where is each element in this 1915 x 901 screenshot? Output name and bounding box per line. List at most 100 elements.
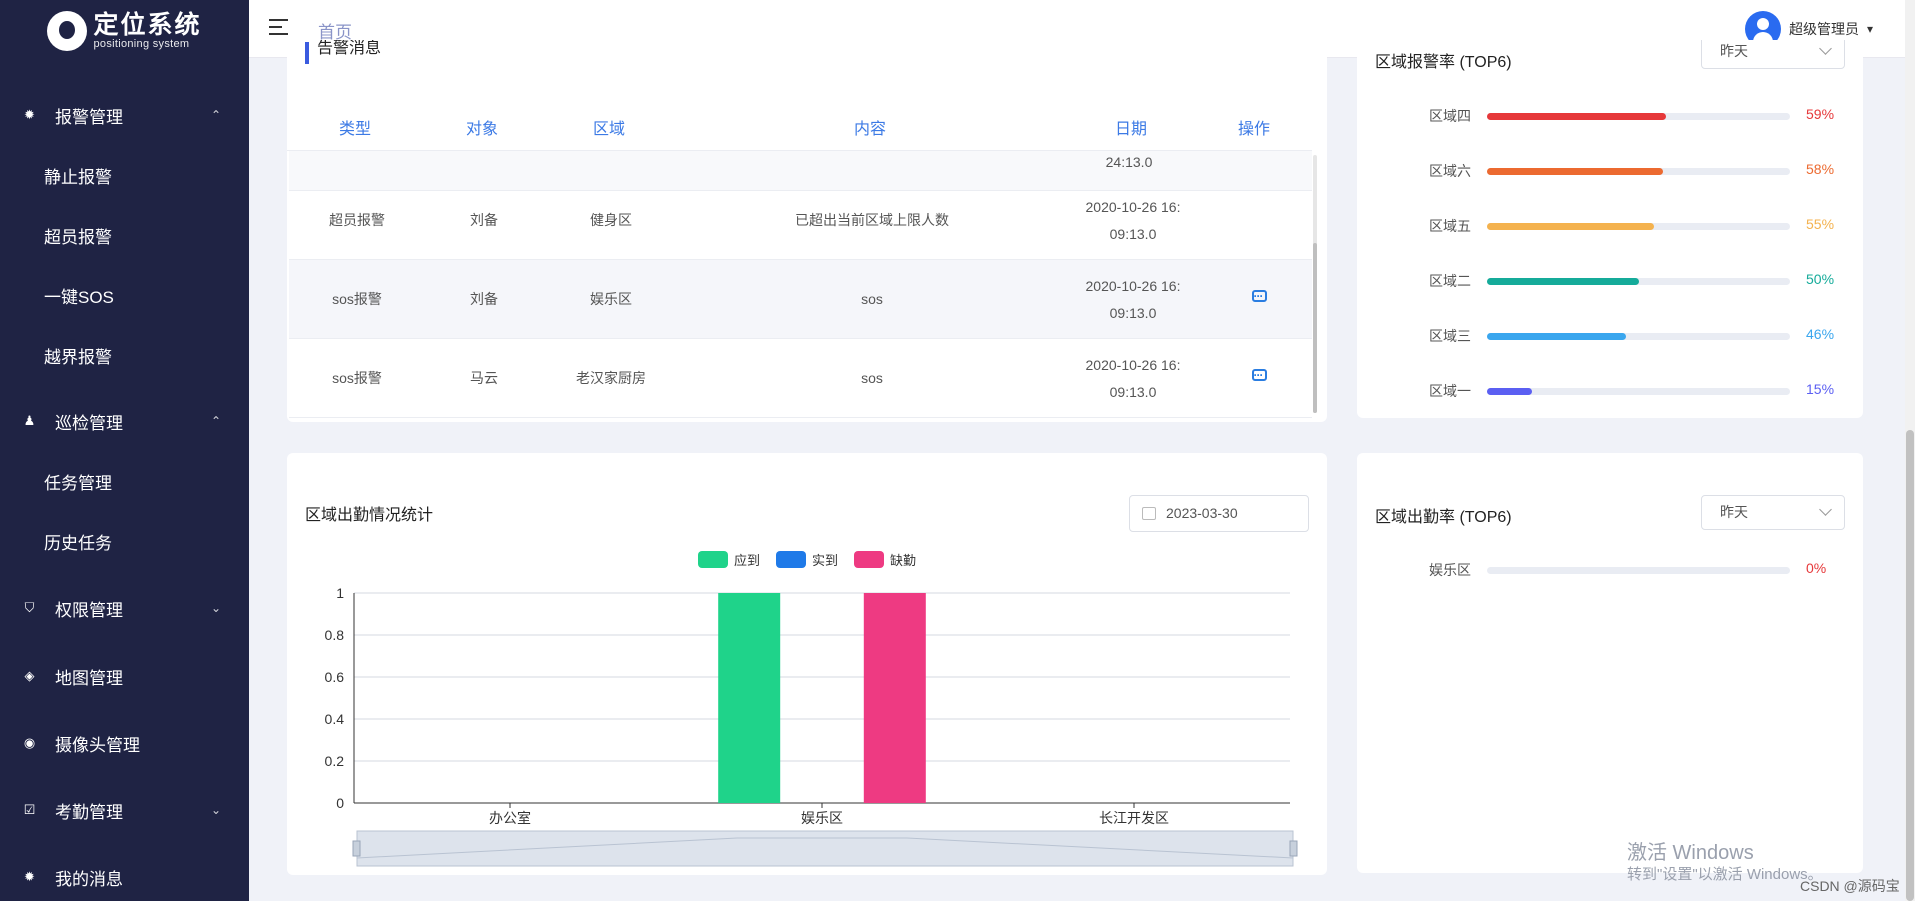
- menu-permission-management[interactable]: ⛉ 权限管理 ⌄: [0, 588, 249, 628]
- alarm-rate-card: 区域报警率 (TOP6) 昨天 区域四 59% 区域六 58% 区域五 55% 区域二 50%…: [1357, 40, 1863, 418]
- menu-item-history-task[interactable]: 历史任务: [44, 534, 112, 553]
- y-tick-label: 1: [336, 585, 344, 601]
- message-icon: ✹: [24, 869, 35, 884]
- legend-swatch: [854, 551, 884, 568]
- rank-label: 区域三: [1429, 328, 1471, 344]
- rank-track: [1487, 168, 1790, 175]
- y-tick-label: 0.2: [325, 753, 345, 769]
- menu-camera-management[interactable]: ◉ 摄像头管理: [23, 735, 140, 755]
- rank-value: 55%: [1806, 216, 1835, 232]
- chevron-up-icon: ⌃: [210, 108, 221, 122]
- x-tick-label: 长江开发区: [1099, 810, 1169, 826]
- logo: 定位系统 positioning system: [0, 0, 249, 62]
- camera-icon: ◉: [23, 735, 36, 750]
- chevron-up-icon: ⌃: [210, 414, 221, 428]
- attendance-rate-title: 区域出勤率 (TOP6): [1375, 509, 1512, 526]
- app-subtitle: positioning system: [93, 38, 190, 50]
- alarm-rate-title: 区域报警率 (TOP6): [1375, 54, 1512, 71]
- menu-my-messages[interactable]: ✹ 我的消息: [0, 857, 249, 897]
- rank-item: 区域一 15%: [1357, 381, 1863, 401]
- rank-track: [1487, 278, 1790, 285]
- app-title: 定位系统: [93, 11, 202, 39]
- legend-label: 缺勤: [890, 553, 917, 568]
- caret-down-icon: ▾: [1866, 22, 1873, 36]
- rank-item: 区域三 46%: [1357, 326, 1863, 346]
- legend-item[interactable]: 应到: [698, 550, 760, 569]
- chevron-down-icon: ⌄: [210, 601, 221, 615]
- table-row: 超员报警 刘备 健身区 已超出当前区域上限人数 2020-10-26 16: 0…: [289, 181, 1312, 260]
- user-name: 超级管理员: [1788, 21, 1859, 37]
- col-target: 对象: [465, 121, 498, 138]
- user-menu[interactable]: 超级管理员 ▾: [1744, 11, 1873, 47]
- sidebar: 定位系统 positioning system ✹ 报警管理 ⌃ 静止报警 超员…: [0, 0, 249, 901]
- alarm-light-icon: ✹: [24, 107, 35, 122]
- rank-label: 区域六: [1429, 163, 1471, 179]
- attendance-rate-card: 区域出勤率 (TOP6) 昨天 娱乐区 0%: [1357, 453, 1863, 873]
- rank-value: 50%: [1806, 271, 1835, 287]
- chevron-down-icon: [1819, 42, 1832, 55]
- menu-alarm-management[interactable]: ✹ 报警管理 ⌃: [0, 95, 249, 135]
- rank-item: 区域五 55%: [1357, 216, 1863, 236]
- rank-fill: [1487, 113, 1666, 120]
- alarm-rate-period-select[interactable]: 昨天: [1701, 40, 1845, 69]
- y-tick-label: 0.6: [325, 669, 345, 685]
- table-row: sos报警 刘备 娱乐区 sos 2020-10-26 16: 09:13.0: [289, 260, 1312, 339]
- attendance-bar-chart: 0 0.2 0.4 0.6 0.8 1 办公室 娱乐区 长江开发区: [325, 585, 1298, 867]
- zoom-handle-right: [1289, 840, 1298, 857]
- alarm-title: 告警消息: [305, 41, 381, 64]
- menu-map-management[interactable]: ◈ 地图管理: [0, 656, 249, 696]
- calendar-icon: [1142, 507, 1156, 520]
- chevron-down-icon: [1819, 503, 1832, 516]
- map-icon: ◈: [24, 668, 35, 683]
- menu-item-sos[interactable]: 一键SOS: [44, 288, 114, 307]
- rank-fill: [1487, 333, 1627, 340]
- menu-item-boundary-alarm[interactable]: 越界报警: [44, 348, 112, 367]
- breadcrumb[interactable]: 首页: [318, 23, 352, 42]
- patrol-user-icon: ♟: [23, 413, 36, 428]
- message-action-icon[interactable]: [1251, 362, 1267, 389]
- rank-fill: [1487, 168, 1663, 175]
- chevron-down-icon: ⌄: [210, 803, 221, 817]
- rank-label: 娱乐区: [1429, 562, 1471, 578]
- rank-fill: [1487, 388, 1533, 395]
- rank-track: [1487, 567, 1790, 574]
- table-row: sos报警 马云 老汉家厨房 sos 2020-10-26 16: 09:13.…: [289, 339, 1312, 418]
- activation-watermark-text: 转到"设置"以激活 Windows。: [1627, 866, 1823, 883]
- date-picker[interactable]: 2023-03-30: [1129, 495, 1309, 532]
- menu-patrol-management[interactable]: ♟ 巡检管理 ⌃: [23, 413, 221, 433]
- menu-toggle-icon[interactable]: [269, 19, 288, 35]
- zoom-preview: [356, 837, 1294, 859]
- shield-icon: ⛉: [24, 600, 35, 615]
- rank-track: [1487, 388, 1790, 395]
- menu-item-static-alarm[interactable]: 静止报警: [44, 168, 112, 187]
- rank-value: 58%: [1806, 161, 1835, 177]
- col-date: 日期: [1114, 121, 1147, 138]
- rank-track: [1487, 113, 1790, 120]
- table-scrollbar-thumb[interactable]: [1313, 243, 1317, 413]
- menu-attendance-management[interactable]: ☑ 考勤管理 ⌄: [23, 802, 221, 822]
- legend-item[interactable]: 实到: [776, 550, 838, 569]
- rank-value: 59%: [1806, 106, 1835, 122]
- rank-label: 区域一: [1429, 383, 1471, 399]
- col-content: 内容: [853, 121, 886, 138]
- rank-fill: [1487, 223, 1654, 230]
- col-area: 区域: [592, 121, 625, 138]
- attendance-rate-period-select[interactable]: 昨天: [1701, 495, 1845, 530]
- rank-item: 区域四 59%: [1357, 106, 1863, 126]
- menu-item-overcrowd-alarm[interactable]: 超员报警: [44, 228, 112, 247]
- legend-label: 实到: [812, 553, 839, 568]
- legend-swatch: [776, 551, 806, 568]
- calendar-check-icon: ☑: [23, 802, 36, 817]
- zoom-handle-left: [352, 840, 361, 857]
- menu-item-task-management[interactable]: 任务管理: [44, 474, 112, 493]
- col-action: 操作: [1237, 121, 1270, 138]
- message-action-icon[interactable]: [1251, 283, 1267, 310]
- rank-label: 区域五: [1429, 218, 1471, 234]
- logo-icon: [47, 11, 88, 51]
- rank-fill: [1487, 278, 1639, 285]
- rank-value: 0%: [1806, 560, 1827, 576]
- rank-label: 区域二: [1429, 273, 1471, 289]
- page-scrollbar-thumb[interactable]: [1906, 430, 1914, 901]
- legend-item[interactable]: 缺勤: [854, 550, 916, 569]
- legend-swatch: [698, 551, 728, 568]
